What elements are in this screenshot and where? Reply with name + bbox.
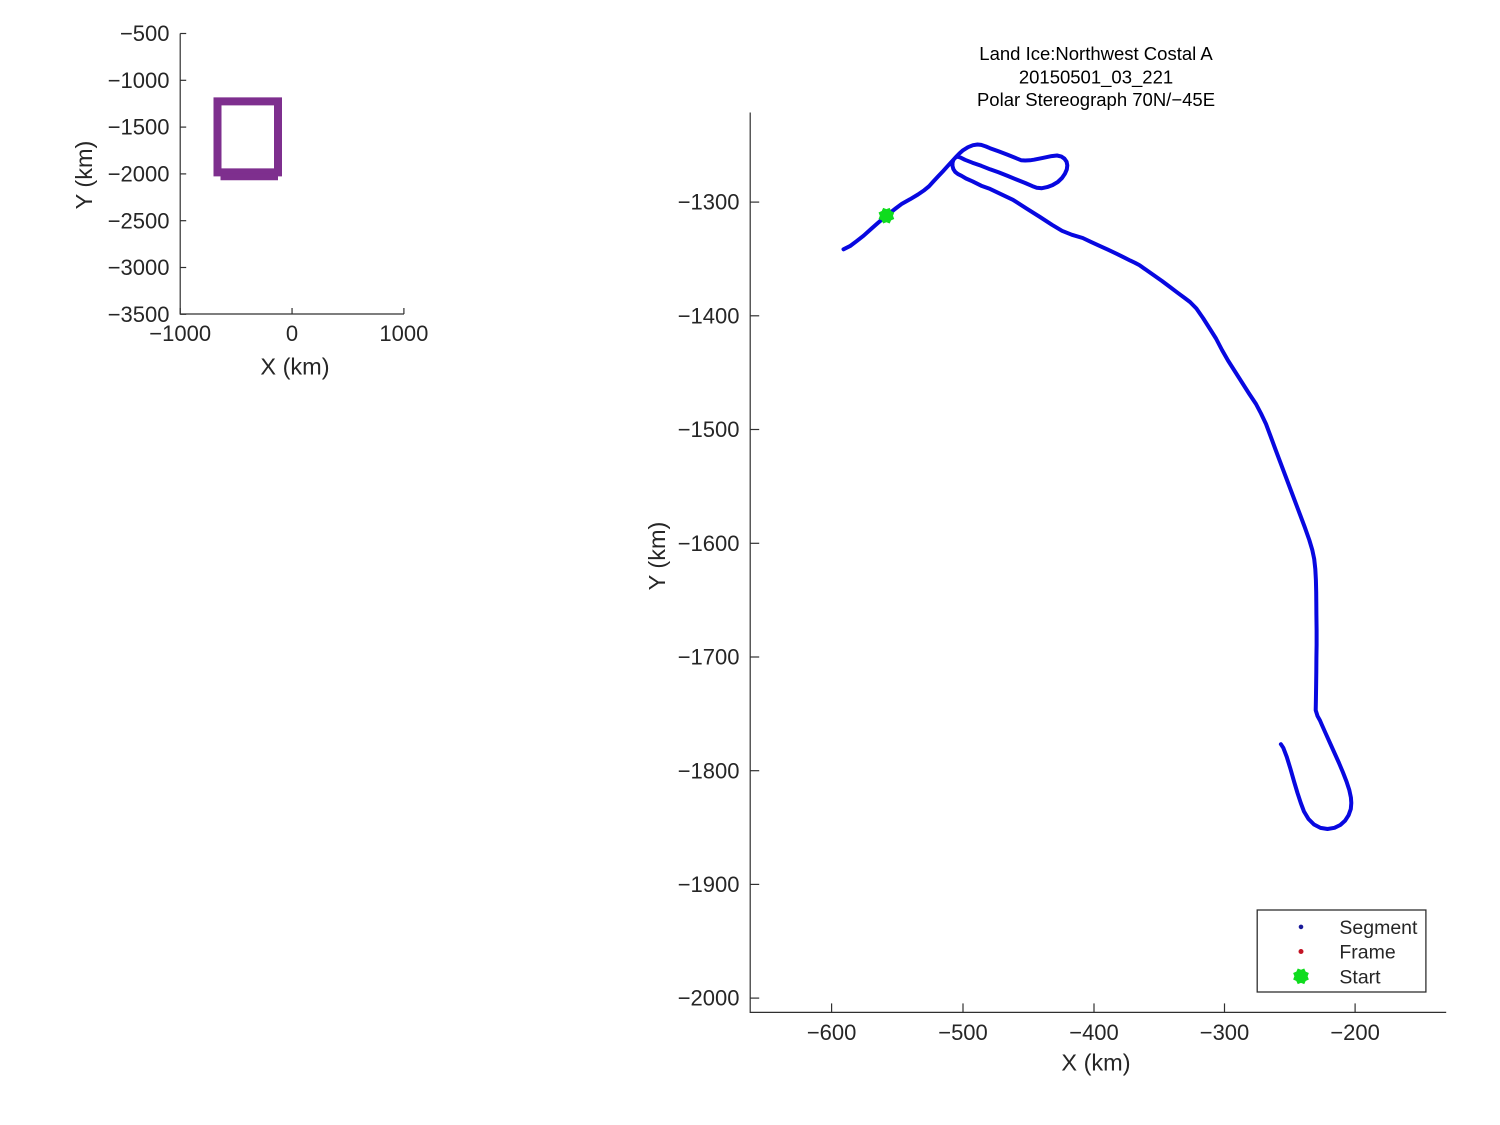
svg-text:−300: −300 [1200,1020,1250,1045]
svg-text:1000: 1000 [379,321,428,346]
svg-text:−500: −500 [938,1020,988,1045]
svg-text:−400: −400 [1069,1020,1119,1045]
svg-text:−1000: −1000 [108,68,170,93]
svg-text:−1700: −1700 [678,645,740,670]
svg-text:−2500: −2500 [108,208,170,233]
svg-text:X (km): X (km) [260,353,329,379]
svg-text:−500: −500 [120,21,170,46]
svg-text:−3000: −3000 [108,255,170,280]
svg-text:Start: Start [1339,966,1381,988]
svg-text:−1900: −1900 [678,872,740,897]
svg-text:Land Ice:Northwest Costal A: Land Ice:Northwest Costal A [979,43,1213,64]
svg-text:20150501_03_221: 20150501_03_221 [1019,66,1173,88]
svg-text:−1400: −1400 [678,303,740,328]
svg-text:−1800: −1800 [678,758,740,783]
svg-text:−3500: −3500 [108,302,170,327]
svg-text:−2000: −2000 [678,986,740,1011]
svg-text:Y (km): Y (km) [71,141,97,210]
svg-text:Polar Stereograph 70N/−45E: Polar Stereograph 70N/−45E [977,89,1215,110]
svg-text:−1000: −1000 [149,321,211,346]
svg-text:Frame: Frame [1339,942,1395,964]
svg-text:−1500: −1500 [108,115,170,140]
svg-text:−1600: −1600 [678,531,740,556]
svg-text:0: 0 [286,321,298,346]
svg-text:−1300: −1300 [678,190,740,215]
svg-text:Y (km): Y (km) [644,522,670,591]
svg-text:Segment: Segment [1339,917,1418,939]
svg-text:−1500: −1500 [678,417,740,442]
svg-text:−200: −200 [1330,1020,1380,1045]
svg-text:X (km): X (km) [1061,1050,1130,1076]
svg-text:−2000: −2000 [108,162,170,187]
svg-text:−600: −600 [807,1020,857,1045]
